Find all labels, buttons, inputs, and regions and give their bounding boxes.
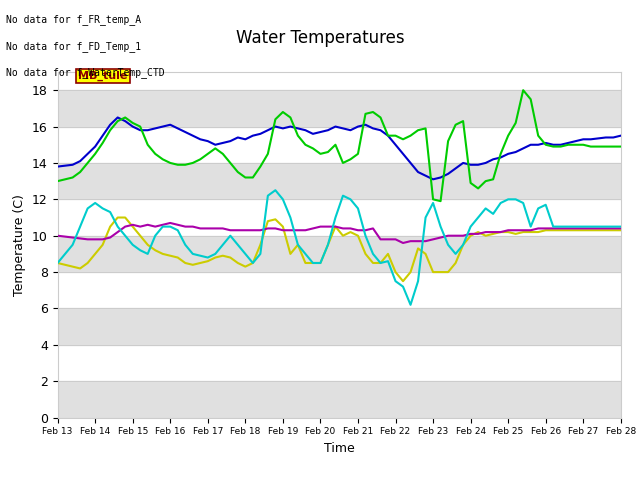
Bar bbox=[58, 309, 621, 345]
Text: No data for f_FR_temp_A: No data for f_FR_temp_A bbox=[6, 14, 141, 25]
Y-axis label: Temperature (C): Temperature (C) bbox=[13, 194, 26, 296]
Text: MB_tule: MB_tule bbox=[79, 71, 128, 81]
Bar bbox=[58, 163, 621, 199]
Text: No data for f_WaterTemp_CTD: No data for f_WaterTemp_CTD bbox=[6, 67, 165, 78]
Text: Water Temperatures: Water Temperatures bbox=[236, 29, 404, 47]
Bar bbox=[58, 236, 621, 272]
Bar bbox=[58, 381, 621, 418]
X-axis label: Time: Time bbox=[324, 442, 355, 455]
Bar bbox=[58, 90, 621, 127]
Text: No data for f_FD_Temp_1: No data for f_FD_Temp_1 bbox=[6, 41, 141, 52]
